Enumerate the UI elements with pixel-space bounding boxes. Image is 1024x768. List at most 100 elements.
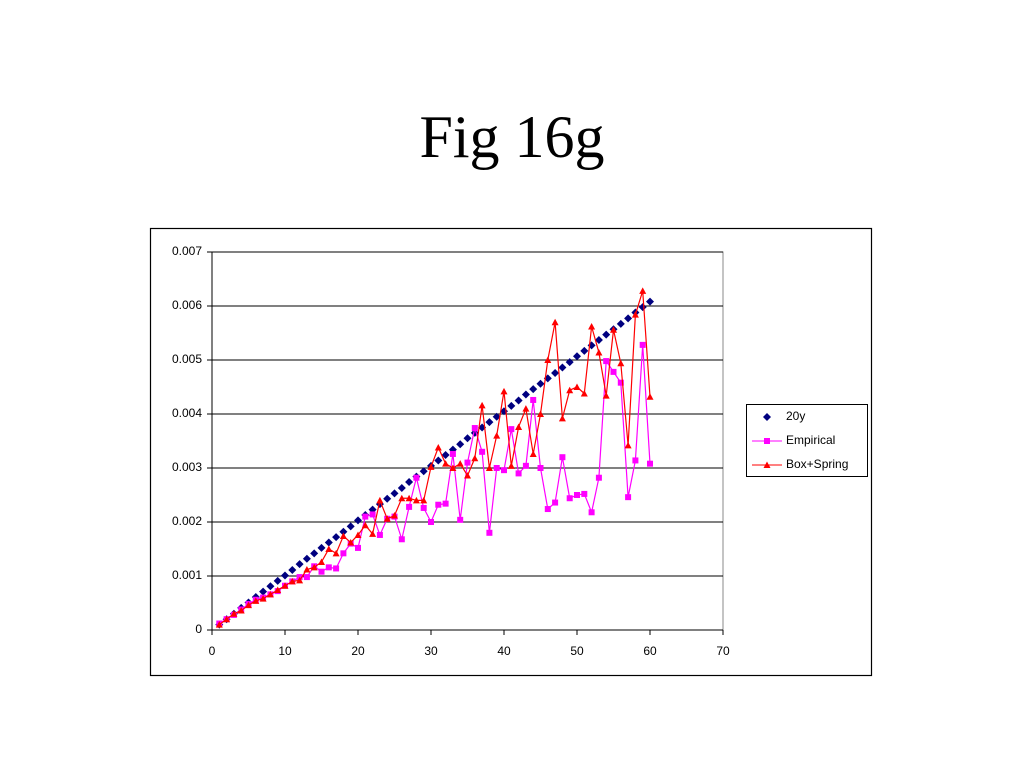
marker-triangle <box>398 494 406 502</box>
marker-triangle <box>464 472 471 479</box>
marker-triangle <box>259 595 267 602</box>
marker-diamond <box>565 358 574 367</box>
marker-square <box>479 448 486 455</box>
x-tick-label: 10 <box>278 644 292 658</box>
marker-triangle <box>310 563 318 571</box>
marker-square <box>515 470 522 477</box>
marker-diamond <box>602 330 611 339</box>
marker-diamond <box>324 538 333 547</box>
marker-triangle <box>763 461 771 468</box>
marker-diamond <box>441 451 450 460</box>
marker-square <box>537 465 544 471</box>
marker-diamond <box>405 478 414 487</box>
marker-diamond <box>551 368 560 377</box>
marker-diamond <box>514 396 523 405</box>
marker-square <box>442 500 449 507</box>
marker-triangle <box>573 383 581 390</box>
marker-square <box>369 511 376 518</box>
marker-triangle <box>420 496 428 504</box>
marker-square <box>486 529 493 536</box>
y-tick-label: 0.006 <box>172 298 202 312</box>
marker-triangle <box>478 401 486 409</box>
marker-triangle <box>639 287 647 294</box>
marker-diamond <box>346 522 355 531</box>
marker-square <box>355 544 361 551</box>
marker-triangle <box>215 621 223 628</box>
marker-square <box>464 459 471 466</box>
marker-diamond <box>317 543 326 552</box>
x-tick-label: 70 <box>716 644 730 658</box>
marker-triangle <box>558 414 566 422</box>
marker-triangle <box>376 496 384 504</box>
marker-square <box>376 531 383 538</box>
marker-diamond <box>646 297 654 306</box>
marker-square <box>647 460 653 467</box>
marker-triangle <box>427 463 435 470</box>
marker-diamond <box>419 467 428 476</box>
marker-diamond <box>288 566 297 575</box>
marker-diamond <box>354 516 362 525</box>
marker-diamond <box>397 483 406 492</box>
marker-square <box>340 550 347 557</box>
legend-label: Box+Spring <box>786 457 848 471</box>
marker-diamond <box>558 363 567 372</box>
marker-square <box>588 509 595 516</box>
marker-triangle <box>405 494 413 502</box>
marker-diamond <box>434 456 443 465</box>
marker-square <box>471 425 478 432</box>
marker-triangle <box>529 450 537 457</box>
marker-diamond <box>529 385 538 394</box>
marker-triangle <box>223 615 231 623</box>
y-tick-label: 0.005 <box>172 352 202 366</box>
marker-triangle <box>237 607 245 614</box>
marker-diamond <box>281 571 289 580</box>
marker-triangle <box>522 405 530 412</box>
x-tick-label: 40 <box>497 644 511 658</box>
marker-square <box>764 438 770 444</box>
marker-square <box>428 519 434 525</box>
marker-triangle <box>339 532 347 540</box>
marker-triangle <box>354 531 362 538</box>
marker-triangle <box>332 549 340 557</box>
marker-triangle <box>361 521 369 529</box>
marker-square <box>493 465 500 471</box>
marker-triangle <box>624 441 632 449</box>
marker-diamond <box>310 549 319 558</box>
marker-diamond <box>521 390 530 399</box>
marker-diamond <box>580 346 589 355</box>
marker-triangle <box>412 496 420 504</box>
marker-square <box>508 426 515 433</box>
marker-diamond <box>624 314 633 323</box>
marker-diamond <box>302 554 311 563</box>
marker-triangle <box>507 462 515 469</box>
marker-triangle <box>537 410 544 417</box>
marker-triangle <box>544 356 552 363</box>
marker-square <box>318 568 325 575</box>
marker-triangle <box>325 545 333 552</box>
marker-diamond <box>259 587 268 596</box>
marker-triangle <box>347 539 355 546</box>
marker-square <box>625 494 632 501</box>
marker-square <box>413 474 420 481</box>
x-tick-label: 30 <box>424 644 438 658</box>
marker-square <box>457 516 464 523</box>
marker-square <box>610 368 617 375</box>
marker-square <box>544 506 551 513</box>
marker-triangle <box>391 512 398 519</box>
marker-square <box>420 504 427 511</box>
marker-square <box>333 565 340 572</box>
marker-diamond <box>763 413 771 421</box>
marker-square <box>406 503 413 510</box>
marker-triangle <box>551 318 559 326</box>
marker-diamond <box>463 434 472 443</box>
marker-diamond <box>390 489 399 498</box>
marker-triangle <box>610 326 617 333</box>
marker-square <box>559 454 566 461</box>
marker-triangle <box>646 393 654 400</box>
marker-triangle <box>274 586 282 594</box>
x-tick-label: 60 <box>643 644 657 658</box>
marker-diamond <box>638 303 647 312</box>
marker-triangle <box>383 515 391 522</box>
marker-square <box>574 492 580 498</box>
